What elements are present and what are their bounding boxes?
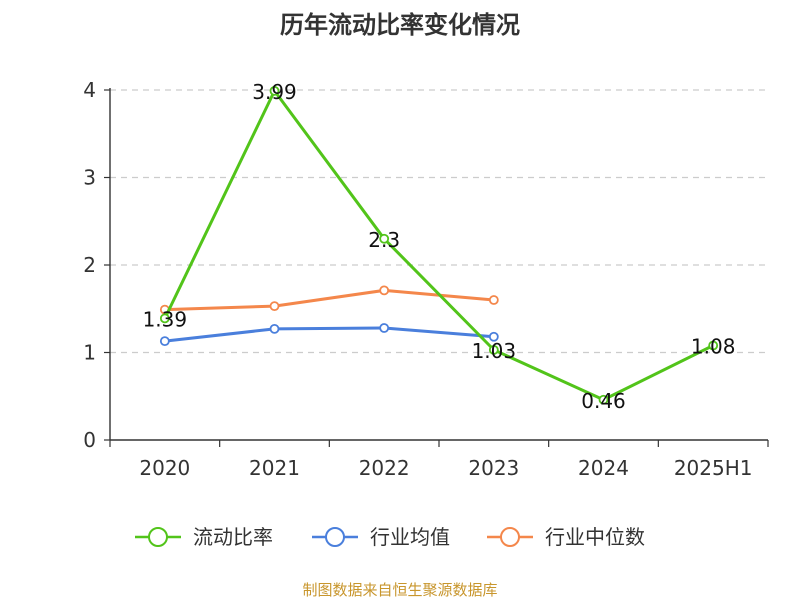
grid-lines [110, 89, 768, 354]
chart-title: 历年流动比率变化情况 [280, 11, 520, 39]
data-point[interactable] [159, 336, 170, 347]
legend-item-0[interactable]: 流动比率 [135, 525, 273, 549]
x-tick-label: 2025H1 [674, 456, 753, 480]
data-point[interactable] [488, 331, 499, 342]
legend-swatch-marker [325, 527, 345, 547]
legend[interactable]: 流动比率 行业均值 行业中位数 [135, 525, 645, 549]
source-note: 制图数据来自恒生聚源数据库 [302, 581, 497, 599]
legend-label: 流动比率 [193, 525, 273, 549]
data-point[interactable] [488, 295, 499, 305]
axes: 0 1 2 3 4 2020 2021 2022 2023 2024 2025H1 [83, 78, 769, 480]
data-point[interactable] [269, 301, 280, 312]
data-point[interactable] [379, 323, 390, 333]
y-tick-label: 3 [83, 166, 96, 190]
series-layer [159, 85, 719, 405]
data-point[interactable] [488, 344, 499, 355]
data-label: 1.03 [472, 339, 517, 363]
data-point[interactable] [269, 85, 280, 96]
x-tick-label: 2022 [359, 456, 410, 480]
data-label: 0.46 [581, 389, 626, 413]
data-label: 3.99 [252, 80, 297, 104]
data-point[interactable] [708, 340, 719, 351]
x-tick-label: 2021 [249, 456, 300, 480]
data-point[interactable] [379, 233, 390, 244]
legend-item-2[interactable]: 行业中位数 [487, 525, 645, 549]
y-tick-label: 0 [83, 428, 96, 452]
data-point[interactable] [269, 323, 280, 334]
legend-item-1[interactable]: 行业均值 [312, 525, 450, 549]
legend-label: 行业中位数 [545, 525, 645, 549]
legend-swatch-marker [500, 527, 520, 547]
y-tick-label: 1 [83, 341, 96, 365]
y-tick-label: 4 [83, 78, 96, 102]
x-tick-label: 2020 [139, 456, 190, 480]
x-tick-label: 2024 [578, 456, 629, 480]
data-point[interactable] [598, 394, 609, 405]
legend-swatch-marker [148, 527, 168, 547]
y-tick-label: 2 [83, 253, 96, 277]
data-label: 2.3 [368, 228, 400, 252]
series-line-0 [163, 89, 714, 402]
data-label: 1.39 [143, 307, 188, 331]
legend-label: 行业均值 [370, 525, 450, 549]
data-point[interactable] [379, 285, 390, 296]
data-labels: 1.39 3.99 2.3 1.03 0.46 1.08 [143, 80, 736, 413]
data-point[interactable] [159, 313, 170, 324]
series-line-1 [164, 326, 494, 343]
x-tick-label: 2023 [468, 456, 519, 480]
data-label: 1.08 [691, 335, 736, 359]
